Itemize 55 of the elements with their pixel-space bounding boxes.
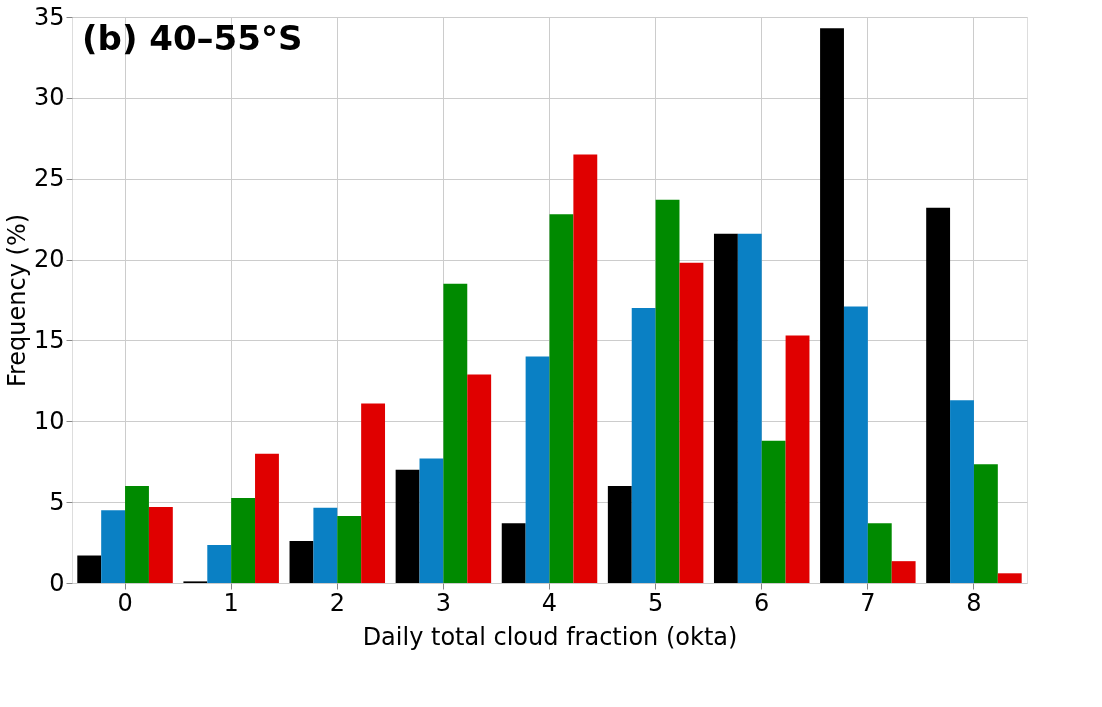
x-tick-label: 1 bbox=[223, 588, 239, 617]
x-tick-label: 2 bbox=[329, 588, 345, 617]
y-tick-label: 15 bbox=[33, 325, 65, 354]
x-tick-label: 4 bbox=[541, 588, 558, 617]
x-tick-label: 7 bbox=[860, 588, 876, 617]
bar bbox=[77, 555, 102, 583]
y-tick-label: 25 bbox=[33, 164, 65, 193]
bar bbox=[361, 403, 386, 583]
x-tick-label: 8 bbox=[966, 588, 982, 617]
y-tick-label: 30 bbox=[33, 83, 65, 112]
bar bbox=[255, 453, 279, 583]
y-tick-label: 20 bbox=[33, 245, 65, 274]
bar bbox=[289, 540, 314, 583]
x-axis-title: Daily total cloud fraction (okta) bbox=[362, 622, 738, 651]
bar bbox=[737, 233, 762, 583]
bar bbox=[573, 154, 598, 583]
bar bbox=[843, 306, 868, 583]
bar bbox=[950, 400, 974, 583]
bar bbox=[549, 214, 574, 583]
x-tick-label: 0 bbox=[117, 588, 133, 617]
bar bbox=[867, 523, 892, 583]
bar bbox=[337, 515, 362, 583]
y-tick-label: 35 bbox=[33, 2, 65, 31]
bar bbox=[231, 498, 256, 583]
bar bbox=[631, 308, 656, 583]
bar bbox=[443, 283, 468, 583]
bar bbox=[395, 469, 420, 583]
x-tick-label: 6 bbox=[754, 588, 770, 617]
x-tick-label: 5 bbox=[647, 588, 664, 617]
bar bbox=[891, 561, 916, 583]
x-tick-label: 3 bbox=[435, 588, 452, 617]
bar bbox=[761, 440, 786, 583]
bar bbox=[926, 207, 951, 583]
bar bbox=[525, 356, 550, 583]
bar bbox=[973, 464, 998, 583]
y-tick-label: 10 bbox=[33, 406, 65, 435]
bar bbox=[820, 28, 844, 583]
bar bbox=[501, 523, 526, 583]
bar bbox=[419, 458, 444, 583]
bar bbox=[785, 335, 810, 583]
bar bbox=[655, 199, 680, 583]
bar bbox=[997, 573, 1022, 583]
bar bbox=[679, 262, 704, 583]
y-tick-label: 0 bbox=[49, 568, 65, 597]
bar bbox=[313, 507, 338, 583]
bar bbox=[125, 485, 149, 583]
y-tick-label: 5 bbox=[49, 487, 65, 516]
bar bbox=[713, 233, 738, 583]
bar bbox=[207, 545, 232, 583]
bar bbox=[467, 374, 492, 583]
y-axis-title: Frequency (%) bbox=[2, 213, 31, 388]
bar bbox=[607, 485, 632, 583]
bar bbox=[148, 506, 173, 583]
bar bbox=[101, 510, 126, 583]
chart-title: (b) 40–55°S bbox=[82, 18, 303, 58]
